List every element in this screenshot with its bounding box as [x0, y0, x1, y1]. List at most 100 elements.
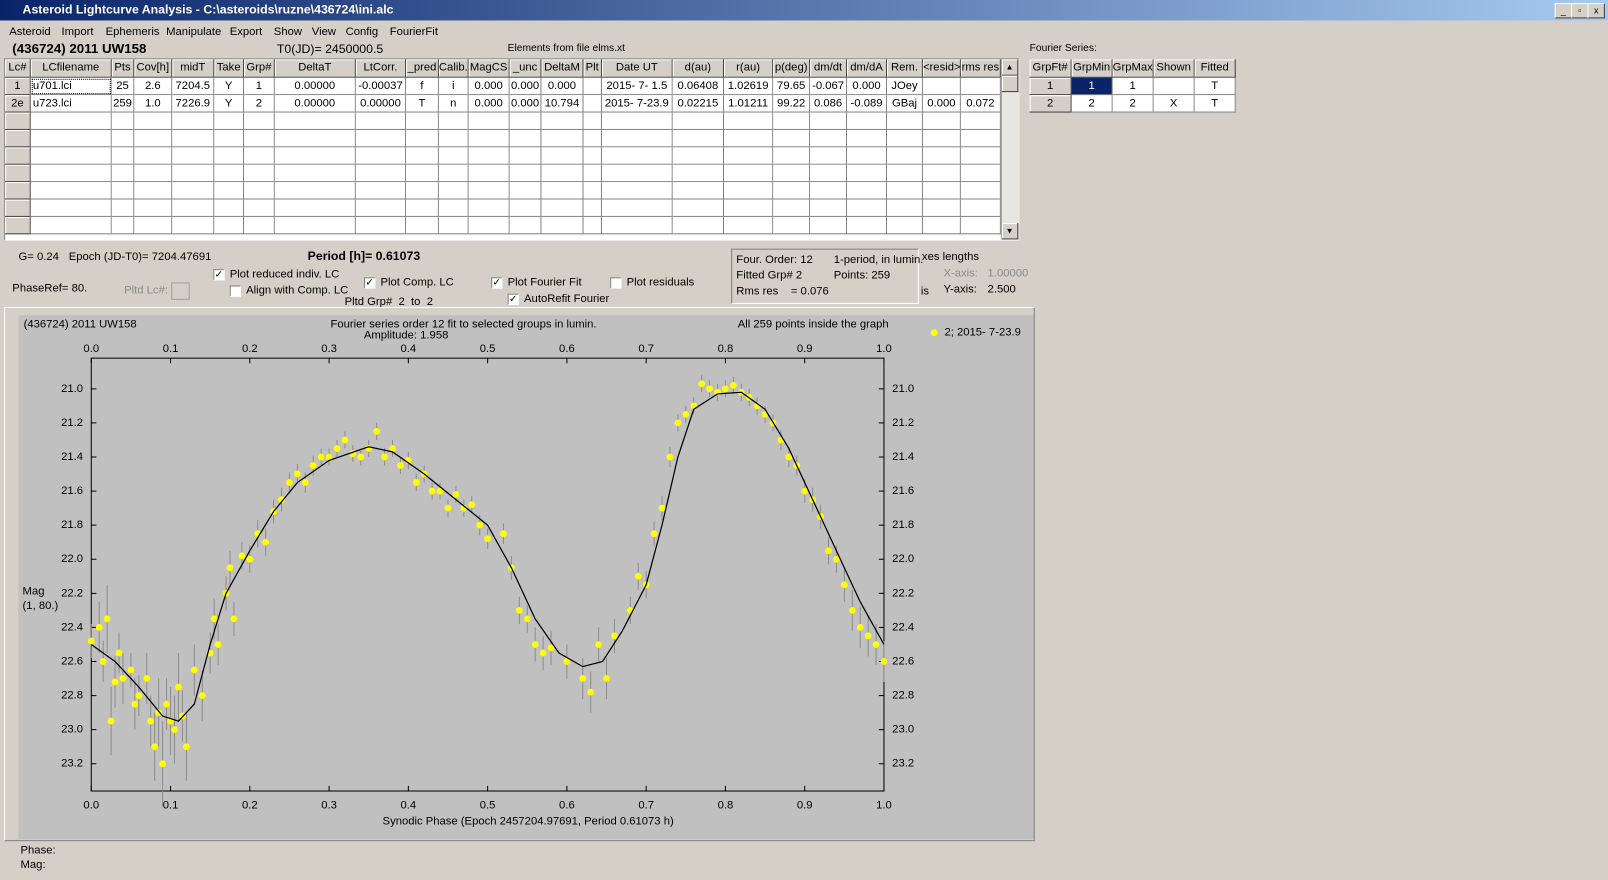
- table-cell[interactable]: 0.00000: [355, 95, 407, 113]
- table-cell[interactable]: [541, 129, 584, 148]
- table-cell[interactable]: 259: [111, 95, 135, 113]
- menu-item[interactable]: Config: [345, 25, 379, 38]
- table-cell[interactable]: [583, 95, 602, 113]
- table-cell[interactable]: [468, 147, 510, 165]
- table-cell[interactable]: [541, 147, 584, 165]
- table-cell[interactable]: [672, 199, 725, 217]
- row-header[interactable]: 1: [1029, 77, 1072, 96]
- table-cell[interactable]: [134, 199, 173, 217]
- table-cell[interactable]: [355, 147, 407, 165]
- table-cell[interactable]: [773, 147, 811, 165]
- table-cell[interactable]: [468, 199, 510, 217]
- table-cell[interactable]: [111, 147, 135, 165]
- table-cell[interactable]: [810, 147, 848, 165]
- table-cell[interactable]: 2: [244, 95, 275, 113]
- row-header[interactable]: [5, 147, 31, 165]
- table-cell[interactable]: Y: [214, 95, 245, 113]
- scroll-up[interactable]: ▲: [1001, 59, 1019, 76]
- table-cell[interactable]: [601, 164, 673, 183]
- table-cell[interactable]: [960, 199, 1001, 217]
- table-cell[interactable]: 1.01211: [724, 95, 774, 113]
- table-cell[interactable]: [922, 112, 961, 130]
- table-cell[interactable]: [406, 199, 439, 217]
- table-cell[interactable]: 2015- 7-23.9: [601, 95, 673, 113]
- table-cell[interactable]: [214, 147, 245, 165]
- checkbox-label[interactable]: Plot Fourier Fit: [507, 276, 582, 289]
- table-cell[interactable]: [134, 164, 173, 183]
- table-cell[interactable]: [172, 216, 215, 235]
- table-cell[interactable]: [887, 216, 923, 235]
- checkbox[interactable]: [229, 285, 241, 297]
- table-cell[interactable]: [541, 216, 584, 235]
- scrollbar[interactable]: [1000, 59, 1020, 240]
- table-cell[interactable]: 1: [1112, 77, 1154, 96]
- table-cell[interactable]: [274, 164, 356, 183]
- table-cell[interactable]: -0.067: [810, 77, 848, 96]
- table-cell[interactable]: [406, 112, 439, 130]
- menu-item[interactable]: Manipulate: [166, 25, 222, 38]
- row-header[interactable]: [5, 129, 31, 148]
- table-cell[interactable]: [406, 164, 439, 183]
- table-cell[interactable]: -0.089: [847, 95, 888, 113]
- table-cell[interactable]: [111, 216, 135, 235]
- table-cell[interactable]: [438, 199, 469, 217]
- table-cell[interactable]: [468, 182, 510, 200]
- table-cell[interactable]: [960, 182, 1001, 200]
- table-cell[interactable]: [111, 129, 135, 148]
- table-cell[interactable]: [601, 216, 673, 235]
- table-cell[interactable]: [583, 182, 602, 200]
- table-cell[interactable]: [274, 129, 356, 148]
- table-cell[interactable]: [406, 147, 439, 165]
- table-cell[interactable]: [438, 129, 469, 148]
- menu-item[interactable]: Show: [273, 25, 303, 38]
- table-cell[interactable]: [438, 182, 469, 200]
- table-cell[interactable]: 0.000: [509, 77, 542, 96]
- table-cell[interactable]: [810, 199, 848, 217]
- table-cell[interactable]: [1153, 77, 1195, 96]
- table-cell[interactable]: [172, 112, 215, 130]
- table-cell[interactable]: 0.02215: [672, 95, 725, 113]
- table-cell[interactable]: [583, 147, 602, 165]
- table-cell[interactable]: 0.06408: [672, 77, 725, 96]
- checkbox-label[interactable]: Plot reduced indiv. LC: [229, 268, 340, 281]
- table-cell[interactable]: [509, 147, 542, 165]
- table-cell[interactable]: [172, 164, 215, 183]
- pltd-lc-spinner[interactable]: [171, 282, 190, 300]
- table-cell[interactable]: [214, 199, 245, 217]
- table-cell[interactable]: [847, 199, 888, 217]
- table-cell[interactable]: i: [438, 77, 469, 96]
- table-cell[interactable]: JOey: [887, 77, 923, 96]
- row-header[interactable]: [5, 199, 31, 217]
- table-cell[interactable]: [244, 147, 275, 165]
- table-cell[interactable]: [541, 199, 584, 217]
- table-cell[interactable]: [406, 182, 439, 200]
- table-cell[interactable]: [601, 147, 673, 165]
- table-cell[interactable]: [960, 129, 1001, 148]
- table-cell[interactable]: 1: [1071, 77, 1113, 96]
- table-cell[interactable]: [438, 112, 469, 130]
- table-cell[interactable]: 79.65: [773, 77, 811, 96]
- table-cell[interactable]: [355, 216, 407, 235]
- table-cell[interactable]: [724, 199, 774, 217]
- table-cell[interactable]: [438, 164, 469, 183]
- table-cell[interactable]: [509, 216, 542, 235]
- table-cell[interactable]: [810, 164, 848, 183]
- table-cell[interactable]: [30, 112, 112, 130]
- table-cell[interactable]: [922, 216, 961, 235]
- row-header[interactable]: [5, 164, 31, 183]
- table-cell[interactable]: [274, 147, 356, 165]
- table-cell[interactable]: [724, 112, 774, 130]
- row-header[interactable]: [5, 112, 31, 130]
- table-cell[interactable]: 0.00000: [274, 77, 356, 96]
- table-cell[interactable]: 25: [111, 77, 135, 96]
- table-cell[interactable]: [583, 199, 602, 217]
- table-cell[interactable]: [922, 129, 961, 148]
- table-cell[interactable]: [214, 112, 245, 130]
- table-cell[interactable]: 0.000: [541, 77, 584, 96]
- table-cell[interactable]: 1.02619: [724, 77, 774, 96]
- table-cell[interactable]: [541, 112, 584, 130]
- table-cell[interactable]: [244, 129, 275, 148]
- table-cell[interactable]: [111, 182, 135, 200]
- table-cell[interactable]: 0.000: [847, 77, 888, 96]
- table-cell[interactable]: [468, 164, 510, 183]
